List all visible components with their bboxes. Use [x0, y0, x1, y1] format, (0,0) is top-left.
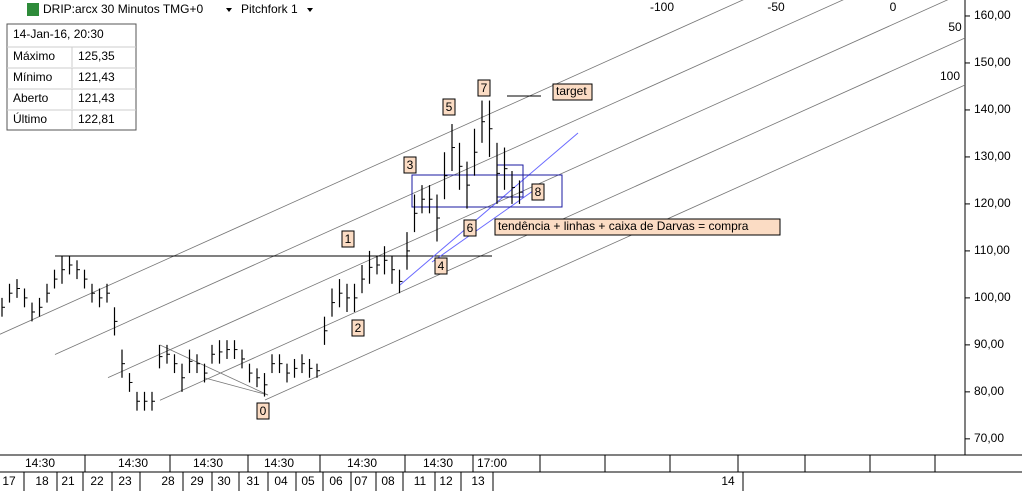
wave-box	[434, 257, 448, 275]
dropdown-arrow[interactable]	[307, 8, 313, 12]
wave-box	[531, 183, 545, 201]
annotation: tendência + linhas + caixa de Darvas = c…	[498, 219, 749, 233]
symbol[interactable]: DRIP:arcx 30 Minutos TMG+0	[43, 2, 203, 16]
y-tick-label: 110,00	[974, 243, 1010, 257]
dropdown-arrow[interactable]	[226, 8, 232, 12]
wave-box	[442, 98, 456, 116]
date-label: 11	[414, 474, 427, 488]
y-tick-label: 70,00	[974, 431, 1004, 445]
info-label: Máximo	[13, 49, 55, 63]
date-label: 22	[90, 474, 104, 488]
study[interactable]: Pitchfork 1	[241, 2, 298, 16]
date-label: 31	[246, 474, 260, 488]
date-label: 23	[118, 474, 132, 488]
date-label: 05	[301, 474, 315, 488]
trend-line	[431, 185, 541, 263]
target-label: target	[556, 84, 587, 98]
pitchfork-label: 50	[948, 20, 962, 34]
wave-label: 3	[407, 158, 414, 172]
info-value: 125,35	[78, 49, 115, 63]
wave-label: 2	[355, 321, 362, 335]
time-label: 14:30	[347, 456, 377, 470]
pitchfork-label: -100	[650, 0, 674, 14]
pitchfork-handle	[204, 377, 269, 396]
date-label: 07	[354, 474, 368, 488]
info-value: 121,43	[78, 91, 115, 105]
date-label: 14	[721, 474, 735, 488]
y-tick-label: 150,00	[974, 55, 1011, 69]
time-label: 14:30	[118, 456, 148, 470]
date-label: 28	[161, 474, 175, 488]
wave-box	[341, 230, 355, 248]
wave-label: 8	[535, 185, 542, 199]
wave-box	[477, 79, 491, 97]
y-tick-label: 160,00	[974, 8, 1011, 22]
date-label: 12	[439, 474, 453, 488]
wave-label: 7	[481, 81, 488, 95]
wave-box	[463, 219, 477, 237]
date-label: 06	[329, 474, 343, 488]
wave-label: 5	[446, 100, 453, 114]
annotation-box	[494, 218, 781, 236]
pitchfork-line	[264, 84, 966, 401]
info-label: Último	[13, 111, 47, 126]
pitchfork-label: 0	[890, 0, 897, 14]
time-label: 17:00	[477, 456, 507, 470]
y-tick-label: 130,00	[974, 149, 1011, 163]
pitchfork-line	[54, 0, 844, 355]
date-label: 30	[217, 474, 231, 488]
time-label: 14:30	[25, 456, 55, 470]
y-tick-label: 90,00	[974, 337, 1004, 351]
date-label: 17	[2, 474, 16, 488]
y-tick-label: 120,00	[974, 196, 1011, 210]
trend-line	[399, 132, 579, 286]
wave-box	[256, 402, 270, 420]
wave-label: 1	[345, 232, 352, 246]
app-icon	[27, 3, 39, 16]
y-tick-label: 100,00	[974, 290, 1011, 304]
wave-box	[351, 319, 365, 337]
wave-label: 0	[260, 404, 267, 418]
time-label: 14:30	[423, 456, 453, 470]
pitchfork-handle	[159, 344, 269, 396]
target-box	[552, 83, 593, 101]
time-label: 14:30	[193, 456, 223, 470]
date-label: 08	[381, 474, 395, 488]
y-tick-label: 80,00	[974, 384, 1004, 398]
wave-box	[403, 156, 417, 174]
info-label: Aberto	[13, 91, 49, 105]
date-label: 29	[190, 474, 204, 488]
info-value: 122,81	[78, 112, 115, 126]
date-label: 18	[35, 474, 49, 488]
y-tick-label: 140,00	[974, 102, 1011, 116]
date-label: 21	[61, 474, 75, 488]
time-label: 14:30	[264, 456, 294, 470]
darvas-box	[411, 174, 563, 208]
date-label: 04	[274, 474, 288, 488]
pitchfork-label: 100	[940, 69, 960, 83]
wave-label: 6	[467, 221, 474, 235]
info-label: Mínimo	[13, 70, 53, 84]
info-datetime: 14-Jan-16, 20:30	[13, 27, 104, 41]
date-label: 13	[471, 474, 485, 488]
pitchfork-label: -50	[767, 0, 785, 14]
info-value: 121,43	[78, 70, 115, 84]
wave-label: 4	[438, 259, 445, 273]
